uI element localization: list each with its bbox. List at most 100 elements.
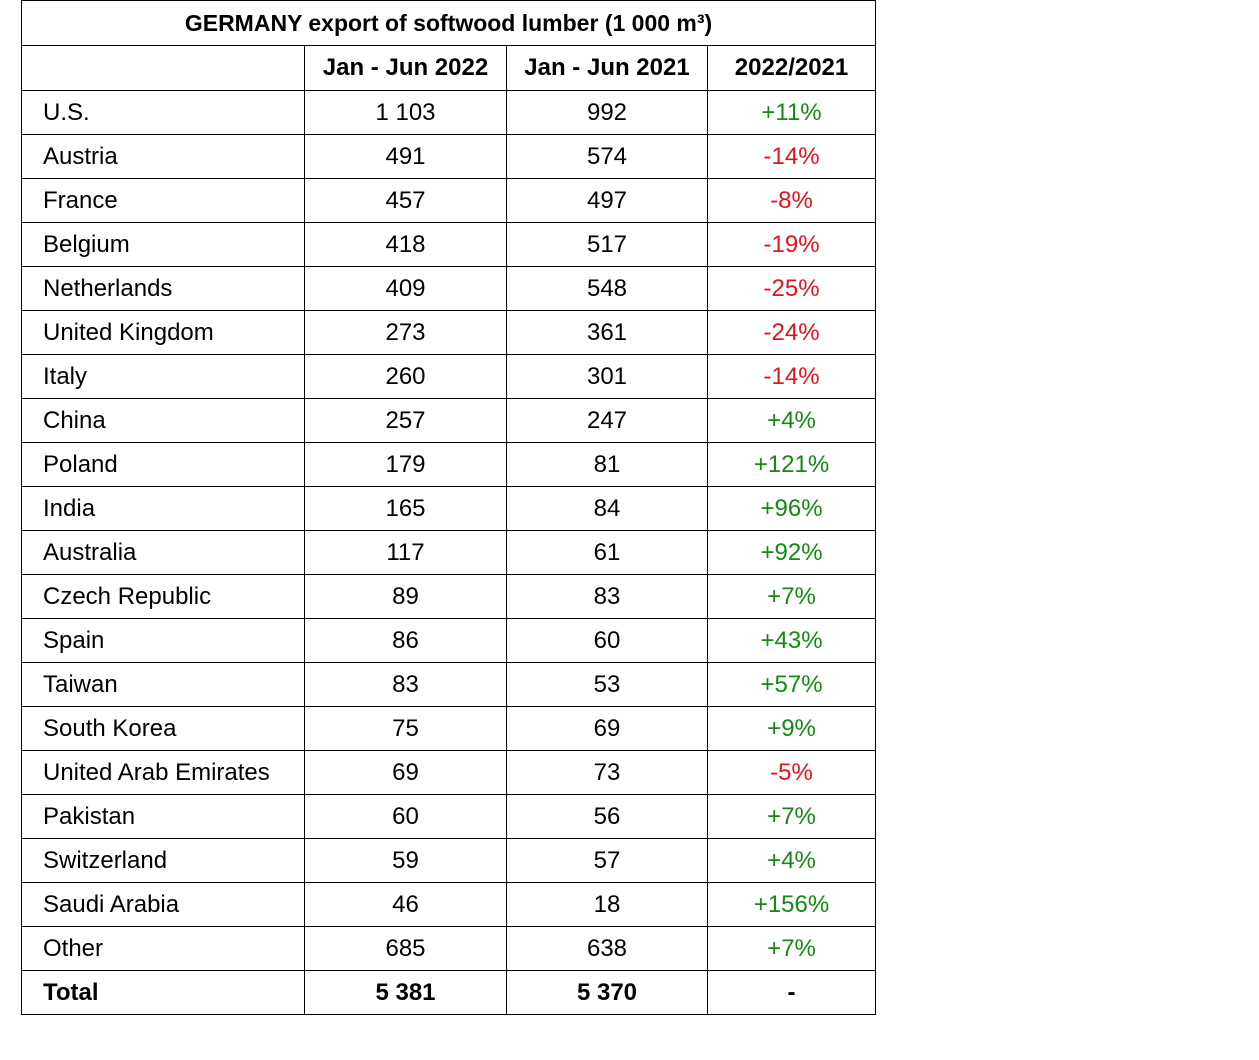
country-cell: China bbox=[21, 398, 305, 443]
value-2022-cell: 685 bbox=[304, 926, 507, 971]
table-row: Italy 260 301 -14% bbox=[21, 354, 877, 399]
value-2021-cell: 548 bbox=[506, 266, 708, 311]
change-cell: -14% bbox=[706, 354, 877, 399]
value-2021-cell: 56 bbox=[506, 794, 708, 839]
table-row: France 457 497 -8% bbox=[21, 178, 877, 223]
value-2022-cell: 409 bbox=[304, 266, 507, 311]
country-cell: France bbox=[21, 178, 305, 223]
change-cell: +57% bbox=[706, 662, 877, 707]
table-row: South Korea 75 69 +9% bbox=[21, 706, 877, 751]
table-row: Taiwan 83 53 +57% bbox=[21, 662, 877, 707]
value-2022-cell: 165 bbox=[304, 486, 507, 531]
value-2021-cell: 84 bbox=[506, 486, 708, 531]
country-cell: Taiwan bbox=[21, 662, 305, 707]
country-cell: India bbox=[21, 486, 305, 531]
country-cell: Australia bbox=[21, 530, 305, 575]
change-cell: +9% bbox=[706, 706, 877, 751]
table-row: Poland 179 81 +121% bbox=[21, 442, 877, 487]
value-2021-cell: 69 bbox=[506, 706, 708, 751]
country-cell: Poland bbox=[21, 442, 305, 487]
table-row: United Arab Emirates 69 73 -5% bbox=[21, 750, 877, 795]
total-label: Total bbox=[21, 970, 305, 1015]
value-2022-cell: 60 bbox=[304, 794, 507, 839]
value-2022-cell: 117 bbox=[304, 530, 507, 575]
country-cell: United Arab Emirates bbox=[21, 750, 305, 795]
value-2022-cell: 46 bbox=[304, 882, 507, 927]
value-2022-cell: 89 bbox=[304, 574, 507, 619]
total-change-cell: - bbox=[706, 970, 877, 1015]
change-cell: -19% bbox=[706, 222, 877, 267]
header-country bbox=[21, 45, 305, 91]
change-cell: +7% bbox=[706, 574, 877, 619]
value-2021-cell: 361 bbox=[506, 310, 708, 355]
change-cell: +7% bbox=[706, 794, 877, 839]
value-2022-cell: 260 bbox=[304, 354, 507, 399]
value-2021-cell: 61 bbox=[506, 530, 708, 575]
change-cell: -25% bbox=[706, 266, 877, 311]
value-2022-cell: 257 bbox=[304, 398, 507, 443]
country-cell: U.S. bbox=[21, 90, 305, 135]
value-2021-cell: 73 bbox=[506, 750, 708, 795]
value-2022-cell: 491 bbox=[304, 134, 507, 179]
value-2022-cell: 418 bbox=[304, 222, 507, 267]
header-change: 2022/2021 bbox=[706, 45, 877, 91]
table-row: Pakistan 60 56 +7% bbox=[21, 794, 877, 839]
table-row: Netherlands 409 548 -25% bbox=[21, 266, 877, 311]
value-2021-cell: 517 bbox=[506, 222, 708, 267]
change-cell: -24% bbox=[706, 310, 877, 355]
table-row: Belgium 418 517 -19% bbox=[21, 222, 877, 267]
table-row: Australia 117 61 +92% bbox=[21, 530, 877, 575]
country-cell: Saudi Arabia bbox=[21, 882, 305, 927]
country-cell: Pakistan bbox=[21, 794, 305, 839]
change-cell: +11% bbox=[706, 90, 877, 135]
value-2022-cell: 179 bbox=[304, 442, 507, 487]
value-2022-cell: 75 bbox=[304, 706, 507, 751]
change-cell: +4% bbox=[706, 398, 877, 443]
value-2022-cell: 59 bbox=[304, 838, 507, 883]
header-row: Jan - Jun 2022 Jan - Jun 2021 2022/2021 bbox=[21, 45, 877, 91]
value-2021-cell: 574 bbox=[506, 134, 708, 179]
table-row: United Kingdom 273 361 -24% bbox=[21, 310, 877, 355]
value-2022-cell: 1 103 bbox=[304, 90, 507, 135]
country-cell: Switzerland bbox=[21, 838, 305, 883]
table-title: GERMANY export of softwood lumber (1 000… bbox=[20, 0, 877, 46]
change-cell: +7% bbox=[706, 926, 877, 971]
change-cell: +96% bbox=[706, 486, 877, 531]
value-2022-cell: 273 bbox=[304, 310, 507, 355]
table-row: China 257 247 +4% bbox=[21, 398, 877, 443]
country-cell: Spain bbox=[21, 618, 305, 663]
country-cell: Austria bbox=[21, 134, 305, 179]
value-2021-cell: 18 bbox=[506, 882, 708, 927]
value-2021-cell: 57 bbox=[506, 838, 708, 883]
table-row: Spain 86 60 +43% bbox=[21, 618, 877, 663]
header-jan-jun-2021: Jan - Jun 2021 bbox=[506, 45, 708, 91]
value-2021-cell: 497 bbox=[506, 178, 708, 223]
value-2022-cell: 83 bbox=[304, 662, 507, 707]
value-2021-cell: 53 bbox=[506, 662, 708, 707]
table-row: Saudi Arabia 46 18 +156% bbox=[21, 882, 877, 927]
value-2021-cell: 83 bbox=[506, 574, 708, 619]
table-row: Other 685 638 +7% bbox=[21, 926, 877, 971]
value-2022-cell: 86 bbox=[304, 618, 507, 663]
value-2021-cell: 60 bbox=[506, 618, 708, 663]
country-cell: Netherlands bbox=[21, 266, 305, 311]
change-cell: +92% bbox=[706, 530, 877, 575]
table-row: Switzerland 59 57 +4% bbox=[21, 838, 877, 883]
change-cell: +4% bbox=[706, 838, 877, 883]
country-cell: South Korea bbox=[21, 706, 305, 751]
country-cell: Italy bbox=[21, 354, 305, 399]
value-2021-cell: 247 bbox=[506, 398, 708, 443]
header-jan-jun-2022: Jan - Jun 2022 bbox=[304, 45, 507, 91]
table-row: India 165 84 +96% bbox=[21, 486, 877, 531]
country-cell: United Kingdom bbox=[21, 310, 305, 355]
change-cell: -14% bbox=[706, 134, 877, 179]
country-cell: Belgium bbox=[21, 222, 305, 267]
value-2021-cell: 81 bbox=[506, 442, 708, 487]
value-2022-cell: 457 bbox=[304, 178, 507, 223]
value-2021-cell: 992 bbox=[506, 90, 708, 135]
country-cell: Czech Republic bbox=[21, 574, 305, 619]
change-cell: +156% bbox=[706, 882, 877, 927]
total-2022-cell: 5 381 bbox=[304, 970, 507, 1015]
change-cell: -8% bbox=[706, 178, 877, 223]
change-cell: +43% bbox=[706, 618, 877, 663]
